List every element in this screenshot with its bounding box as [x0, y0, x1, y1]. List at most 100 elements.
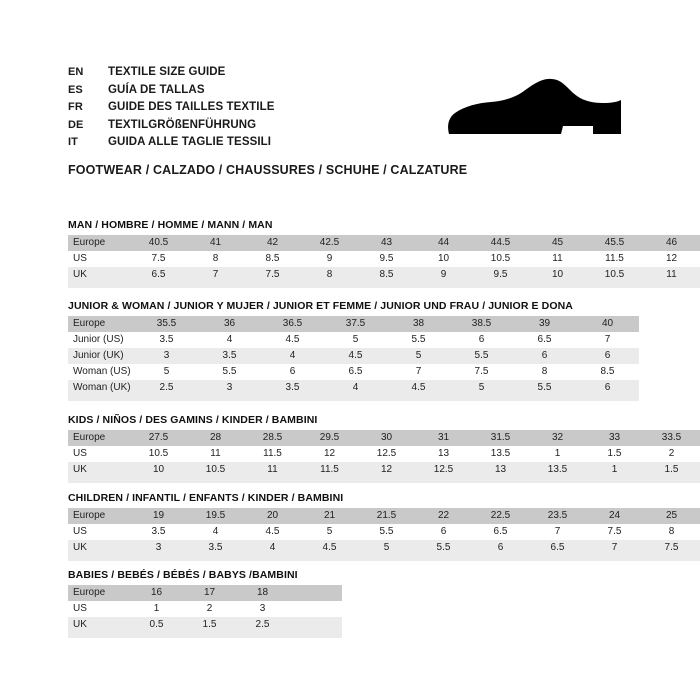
spacer-cell	[643, 556, 700, 561]
language-code: IT	[68, 136, 78, 148]
size-cell: 11	[529, 251, 586, 267]
table-header-row: Europe 16 17 18	[68, 585, 342, 601]
column-header-cell: 43	[358, 235, 415, 251]
spacer-cell	[415, 283, 472, 288]
size-cell: 7.5	[130, 251, 187, 267]
table-row: Junior (US) 3.5 4 4.5 5 5.5 6 6.5 7	[68, 332, 639, 348]
size-cell: 4	[324, 380, 387, 396]
size-cell: 5	[324, 332, 387, 348]
size-cell: 1	[586, 462, 643, 478]
size-table: Europe 35.5 36 36.5 37.5 38 38.5 39 40 Junior (US…	[68, 316, 639, 401]
size-cell: 4	[187, 524, 244, 540]
column-header-cell: 42	[244, 235, 301, 251]
section-title: MAN / HOMBRE / HOMME / MANN / MAN	[68, 219, 273, 231]
size-cell: 8.5	[358, 267, 415, 283]
table-row: Woman (US) 5 5.5 6 6.5 7 7.5 8 8.5	[68, 364, 639, 380]
size-cell: 7.5	[450, 364, 513, 380]
size-cell: 9.5	[472, 267, 529, 283]
language-list: EN TEXTILE SIZE GUIDE ES GUÍA DE TALLAS FR GU…	[68, 64, 428, 152]
size-cell: 10.5	[586, 267, 643, 283]
size-cell: 5.5	[450, 348, 513, 364]
row-label: US	[68, 251, 130, 267]
column-header-cell: 24	[586, 508, 643, 524]
row-label: US	[68, 446, 130, 462]
size-cell: 10.5	[187, 462, 244, 478]
size-cell: 13	[472, 462, 529, 478]
size-table: Europe 19 19.5 20 21 21.5 22 22.5 23.5 24 25 US 3.5 4…	[68, 508, 700, 561]
size-cell: 4.5	[261, 332, 324, 348]
section-title: CHILDREN / INFANTIL / ENFANTS / KINDER /…	[68, 492, 344, 504]
size-cell: 6.5	[324, 364, 387, 380]
size-cell: 3	[236, 601, 289, 617]
row-label: UK	[68, 617, 130, 633]
spacer-cell	[187, 478, 244, 483]
column-header-cell: 46	[643, 235, 700, 251]
size-cell: 7.5	[643, 540, 700, 556]
size-cell: 8	[643, 524, 700, 540]
language-title: TEXTILE SIZE GUIDE	[108, 66, 226, 78]
table-row: US 1 2 3	[68, 601, 342, 617]
size-cell: 11	[244, 462, 301, 478]
language-title: TEXTILGRÖßENFÜHRUNG	[108, 118, 257, 131]
size-cell: 5.5	[358, 524, 415, 540]
language-title: GUÍA DE TALLAS	[108, 83, 205, 96]
spacer-cell	[586, 556, 643, 561]
language-code: DE	[68, 118, 84, 131]
size-cell: 1.5	[183, 617, 236, 633]
size-cell: 1	[130, 601, 183, 617]
column-header-cell: 30	[358, 430, 415, 446]
table-row: UK 3 3.5 4 4.5 5 5.5 6 6.5 7 7.5	[68, 540, 700, 556]
spacer-cell	[513, 396, 576, 401]
size-cell: 10	[130, 462, 187, 478]
column-header-cell: 28	[187, 430, 244, 446]
table-row: US 7.5 8 8.5 9 9.5 10 10.5 11 11.5 12	[68, 251, 700, 267]
table-row: UK 10 10.5 11 11.5 12 12.5 13 13.5 1 1.5	[68, 462, 700, 478]
language-title: GUIDA ALLE TAGLIE TESSILI	[108, 136, 272, 148]
spacer-cell	[358, 478, 415, 483]
spacer-cell	[643, 283, 700, 288]
table-header-row: Europe 40.5 41 42 42.5 43 44 44.5 45 45.5 46	[68, 235, 700, 251]
column-header-cell: 31.5	[472, 430, 529, 446]
row-label: Europe	[68, 508, 130, 524]
size-cell: 12.5	[358, 446, 415, 462]
language-row: ES GUÍA DE TALLAS	[68, 82, 428, 100]
size-cell: 3.5	[130, 524, 187, 540]
size-cell: 12	[643, 251, 700, 267]
language-row: FR GUIDE DES TAILLES TEXTILE	[68, 99, 428, 117]
column-header-cell: 22	[415, 508, 472, 524]
table-row: Woman (UK) 2.5 3 3.5 4 4.5 5 5.5 6	[68, 380, 639, 396]
category-heading: FOOTWEAR / CALZADO / CHAUSSURES / SCHUHE…	[68, 163, 468, 177]
table-row: UK 0.5 1.5 2.5	[68, 617, 342, 633]
column-header-cell: 36	[198, 316, 261, 332]
size-cell: 7.5	[586, 524, 643, 540]
column-header-cell: 40	[576, 316, 639, 332]
spacer-cell	[68, 633, 130, 638]
size-cell: 7	[576, 332, 639, 348]
size-cell: 7	[586, 540, 643, 556]
size-cell: 7	[387, 364, 450, 380]
column-header-cell: 19	[130, 508, 187, 524]
size-section-kids: KIDS / NIÑOS / DES GAMINS / KINDER / BAM…	[68, 414, 700, 483]
spacer-cell	[244, 283, 301, 288]
column-header-cell: 17	[183, 585, 236, 601]
table-header-row: Europe 35.5 36 36.5 37.5 38 38.5 39 40	[68, 316, 639, 332]
spacer-cell	[68, 478, 130, 483]
row-label: Junior (US)	[68, 332, 135, 348]
spacer-cell	[576, 396, 639, 401]
size-cell: 9	[301, 251, 358, 267]
spacer-cell	[68, 283, 130, 288]
size-cell: 5	[301, 524, 358, 540]
row-label: Europe	[68, 316, 135, 332]
size-cell: 1.5	[586, 446, 643, 462]
size-section-children: CHILDREN / INFANTIL / ENFANTS / KINDER /…	[68, 492, 700, 561]
column-header-cell: 37.5	[324, 316, 387, 332]
language-row: DE TEXTILGRÖßENFÜHRUNG	[68, 117, 428, 135]
size-cell: 3.5	[198, 348, 261, 364]
spacer-cell	[183, 633, 236, 638]
column-header-cell: 44	[415, 235, 472, 251]
spacer-cell	[301, 478, 358, 483]
language-row: IT GUIDA ALLE TAGLIE TESSILI	[68, 134, 428, 152]
section-title: JUNIOR & WOMAN / JUNIOR Y MUJER / JUNIOR…	[68, 300, 573, 312]
table-row: US 10.5 11 11.5 12 12.5 13 13.5 1 1.5 2	[68, 446, 700, 462]
